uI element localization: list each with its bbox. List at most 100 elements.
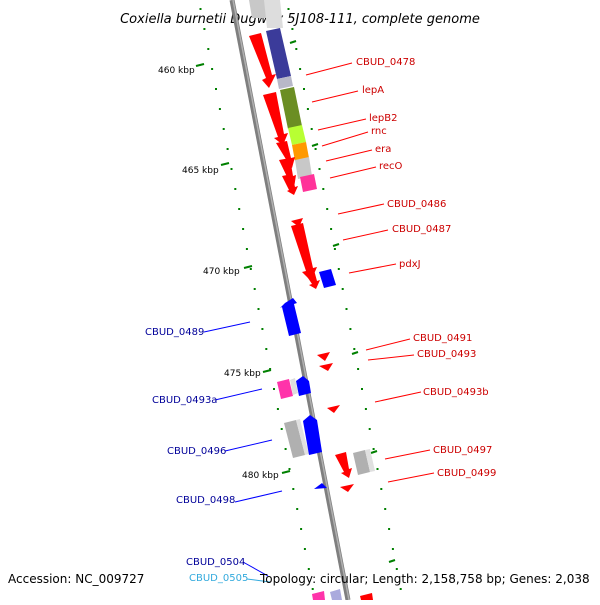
minor-tick xyxy=(337,268,340,270)
gene-feature[interactable] xyxy=(282,174,298,195)
gene-feature-cbud-0498[interactable] xyxy=(314,483,327,489)
gene-feature-cbud-0487[interactable] xyxy=(291,223,317,281)
minor-tick xyxy=(284,448,287,450)
genome-summary-text: Topology: circular; Length: 2,158,758 bp… xyxy=(260,572,590,586)
gene-feature[interactable] xyxy=(330,589,342,600)
minor-tick xyxy=(273,388,275,390)
kbp-label: 475 kbp xyxy=(224,369,261,379)
minor-tick xyxy=(203,28,206,30)
minor-tick xyxy=(207,48,210,50)
gene-feature-cbud-0491[interactable] xyxy=(317,352,330,361)
gene-feature[interactable] xyxy=(295,157,312,179)
gene-feature[interactable] xyxy=(353,450,370,475)
kbp-tick xyxy=(243,265,253,269)
minor-tick xyxy=(349,328,352,330)
gene-feature-cbud-0493b[interactable] xyxy=(327,405,340,413)
gene-feature[interactable] xyxy=(360,593,373,600)
gene-feature[interactable] xyxy=(264,0,283,28)
leader-line xyxy=(325,149,373,162)
minor-tick xyxy=(303,88,305,90)
gene-feature[interactable] xyxy=(249,0,268,18)
gene-feature-cbud-0497[interactable] xyxy=(335,452,352,478)
kbp-label: 460 kbp xyxy=(158,66,195,76)
gene-feature-lepa-track[interactable] xyxy=(280,87,302,129)
kbp-tick xyxy=(351,351,359,355)
minor-tick xyxy=(218,108,221,110)
leader-line xyxy=(321,131,369,147)
gene-label[interactable]: CBUD_0489 xyxy=(145,327,204,338)
gene-feature-cbud-0499[interactable] xyxy=(340,484,354,492)
gene-label[interactable]: CBUD_0498 xyxy=(176,495,235,506)
minor-tick xyxy=(345,308,348,310)
gene-label[interactable]: CBUD_0486 xyxy=(387,199,446,210)
gene-feature-era[interactable] xyxy=(292,142,309,161)
gene-label[interactable]: CBUD_0493a xyxy=(152,395,217,406)
kbp-label: 470 kbp xyxy=(203,267,240,277)
leader-line xyxy=(384,449,431,460)
gene-label[interactable]: CBUD_0493 xyxy=(417,349,476,360)
gene-feature-cbud-0493a[interactable] xyxy=(277,379,293,399)
leader-line xyxy=(224,439,273,452)
minor-tick xyxy=(341,288,344,290)
gene-feature[interactable] xyxy=(365,449,375,472)
leader-line xyxy=(348,263,397,274)
gene-label[interactable]: recO xyxy=(379,161,403,172)
gene-feature[interactable] xyxy=(277,76,293,89)
minor-tick xyxy=(226,148,229,150)
gene-feature[interactable] xyxy=(266,28,291,79)
leader-line xyxy=(234,490,283,503)
minor-tick xyxy=(276,408,279,410)
gene-feature-reco[interactable] xyxy=(300,174,317,192)
minor-tick xyxy=(326,208,329,210)
gene-label[interactable]: CBUD_0478 xyxy=(356,57,415,68)
gene-feature-pdxj[interactable] xyxy=(319,269,336,288)
gene-feature[interactable] xyxy=(303,415,322,455)
minor-tick xyxy=(296,508,299,510)
gene-feature-lepa[interactable] xyxy=(263,92,288,145)
minor-tick xyxy=(280,428,283,430)
minor-tick xyxy=(307,568,310,570)
gene-label[interactable]: CBUD_0491 xyxy=(413,333,472,344)
gene-feature-cbud-0493[interactable] xyxy=(319,363,333,371)
gene-label[interactable]: CBUD_0487 xyxy=(392,224,451,235)
gene-feature[interactable] xyxy=(296,419,309,455)
gene-feature[interactable] xyxy=(296,376,311,396)
gene-feature-lepb2[interactable] xyxy=(288,125,306,145)
gene-feature-cbud-0478[interactable] xyxy=(249,33,276,88)
gene-label[interactable]: era xyxy=(375,144,391,155)
gene-feature[interactable] xyxy=(290,378,298,395)
minor-tick xyxy=(361,388,363,390)
minor-tick xyxy=(299,68,302,70)
kbp-label: 465 kbp xyxy=(182,166,219,176)
leader-line xyxy=(214,388,263,401)
gene-label[interactable]: rnc xyxy=(371,126,387,137)
minor-tick xyxy=(310,128,313,130)
leader-line xyxy=(387,472,435,483)
gene-feature-cbud-0496[interactable] xyxy=(284,420,305,458)
gene-label[interactable]: CBUD_0504 xyxy=(186,557,245,568)
gene-label[interactable]: CBUD_0505 xyxy=(189,573,248,584)
minor-tick xyxy=(311,588,314,590)
gene-label[interactable]: CBUD_0493b xyxy=(423,387,489,398)
leader-line xyxy=(367,354,415,361)
kbp-tick xyxy=(281,470,291,474)
gene-label[interactable]: lepA xyxy=(362,85,384,96)
leader-line xyxy=(305,62,353,76)
gene-feature-cbud-0489[interactable] xyxy=(280,298,301,336)
gene-label[interactable]: CBUD_0497 xyxy=(433,445,492,456)
gene-label[interactable]: lepB2 xyxy=(369,113,398,124)
minor-tick xyxy=(265,348,268,350)
gene-label[interactable]: pdxJ xyxy=(399,259,421,270)
gene-label[interactable]: CBUD_0496 xyxy=(167,446,226,457)
minor-tick xyxy=(303,548,306,550)
leader-line xyxy=(342,229,389,241)
leader-line xyxy=(242,561,269,577)
gene-feature[interactable] xyxy=(312,591,325,600)
minor-tick xyxy=(288,468,291,470)
minor-tick xyxy=(287,8,290,10)
gene-feature[interactable] xyxy=(304,270,320,289)
leader-line xyxy=(365,338,411,351)
gene-label[interactable]: CBUD_0499 xyxy=(437,468,496,479)
minor-tick xyxy=(380,488,383,490)
